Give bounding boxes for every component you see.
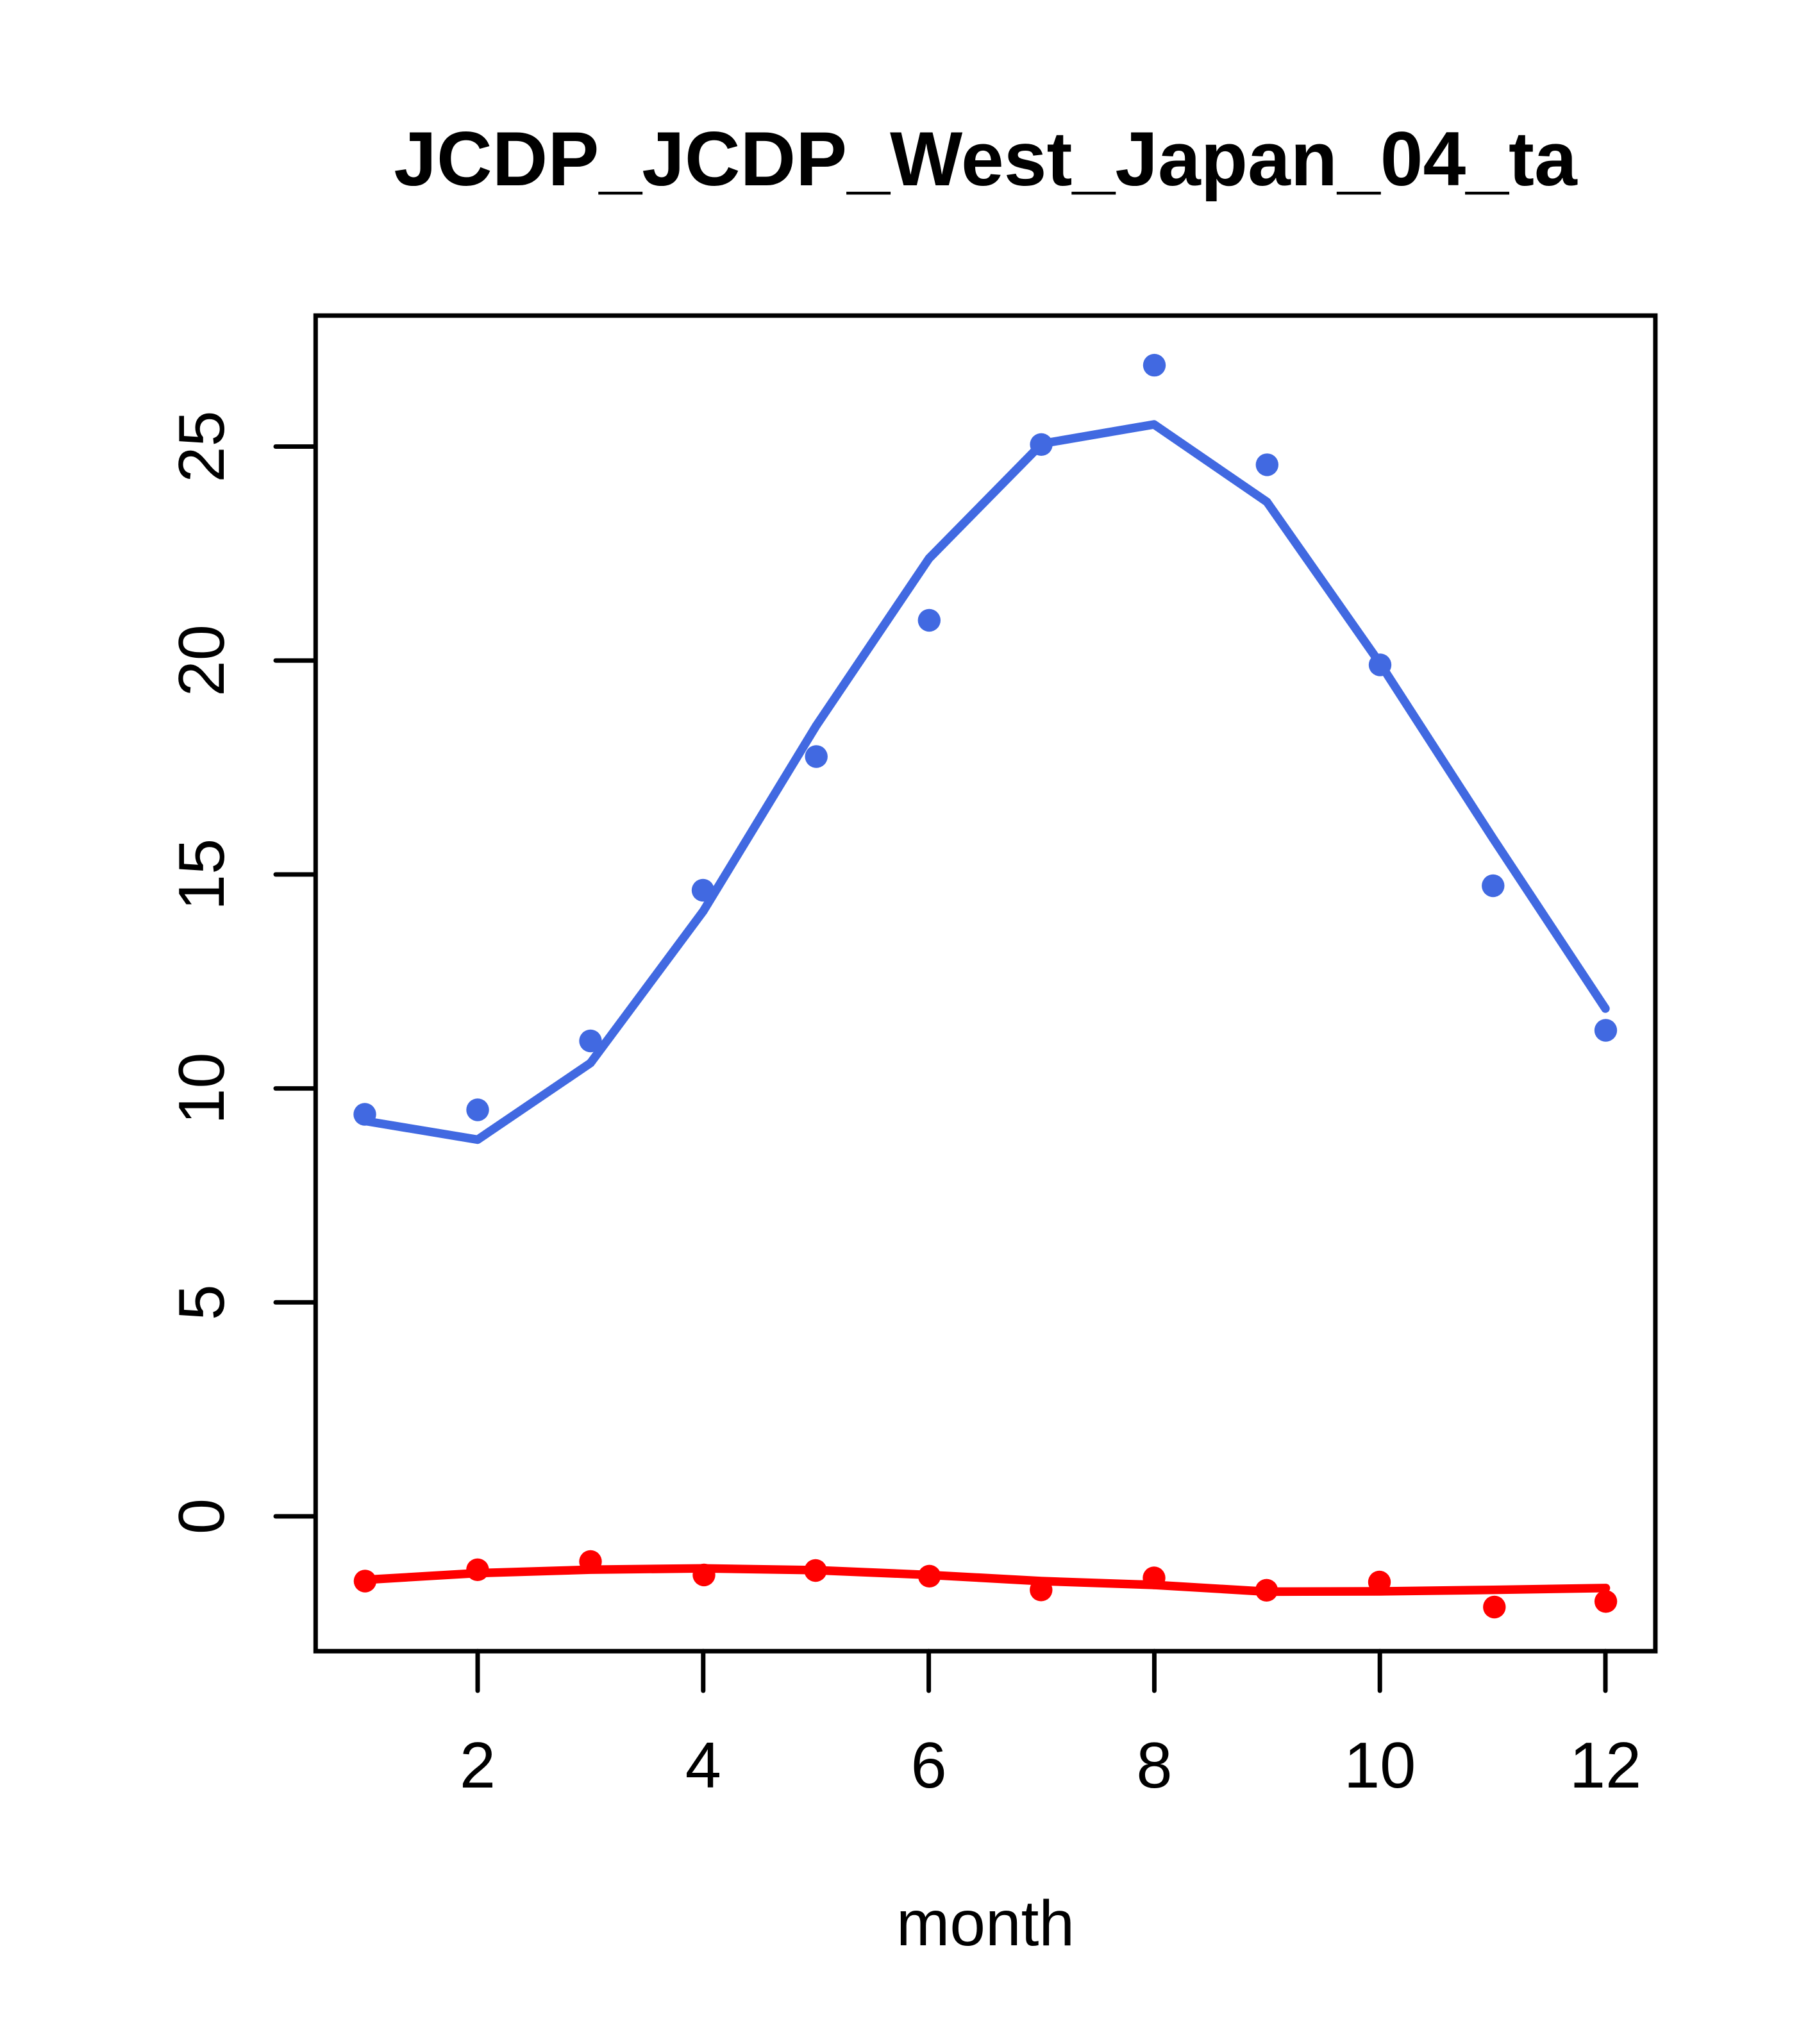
svg-text:20: 20 — [166, 624, 238, 696]
svg-text:2: 2 — [460, 1730, 496, 1802]
svg-text:5: 5 — [166, 1284, 238, 1320]
svg-text:10: 10 — [1344, 1730, 1416, 1802]
svg-text:15: 15 — [166, 839, 238, 910]
svg-text:25: 25 — [166, 410, 238, 482]
svg-text:4: 4 — [685, 1730, 721, 1802]
svg-text:8: 8 — [1136, 1730, 1172, 1802]
svg-text:10: 10 — [166, 1052, 238, 1124]
svg-text:12: 12 — [1570, 1730, 1641, 1802]
svg-text:6: 6 — [911, 1730, 947, 1802]
svg-text:month: month — [896, 1888, 1075, 1959]
svg-text:JCDP_JCDP_West_Japan_04_ta: JCDP_JCDP_West_Japan_04_ta — [394, 116, 1578, 202]
svg-text:0: 0 — [166, 1498, 238, 1534]
